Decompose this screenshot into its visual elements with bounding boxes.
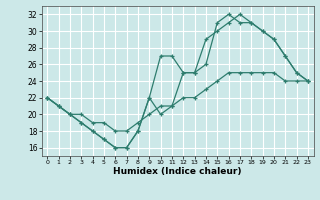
X-axis label: Humidex (Indice chaleur): Humidex (Indice chaleur) [113,167,242,176]
